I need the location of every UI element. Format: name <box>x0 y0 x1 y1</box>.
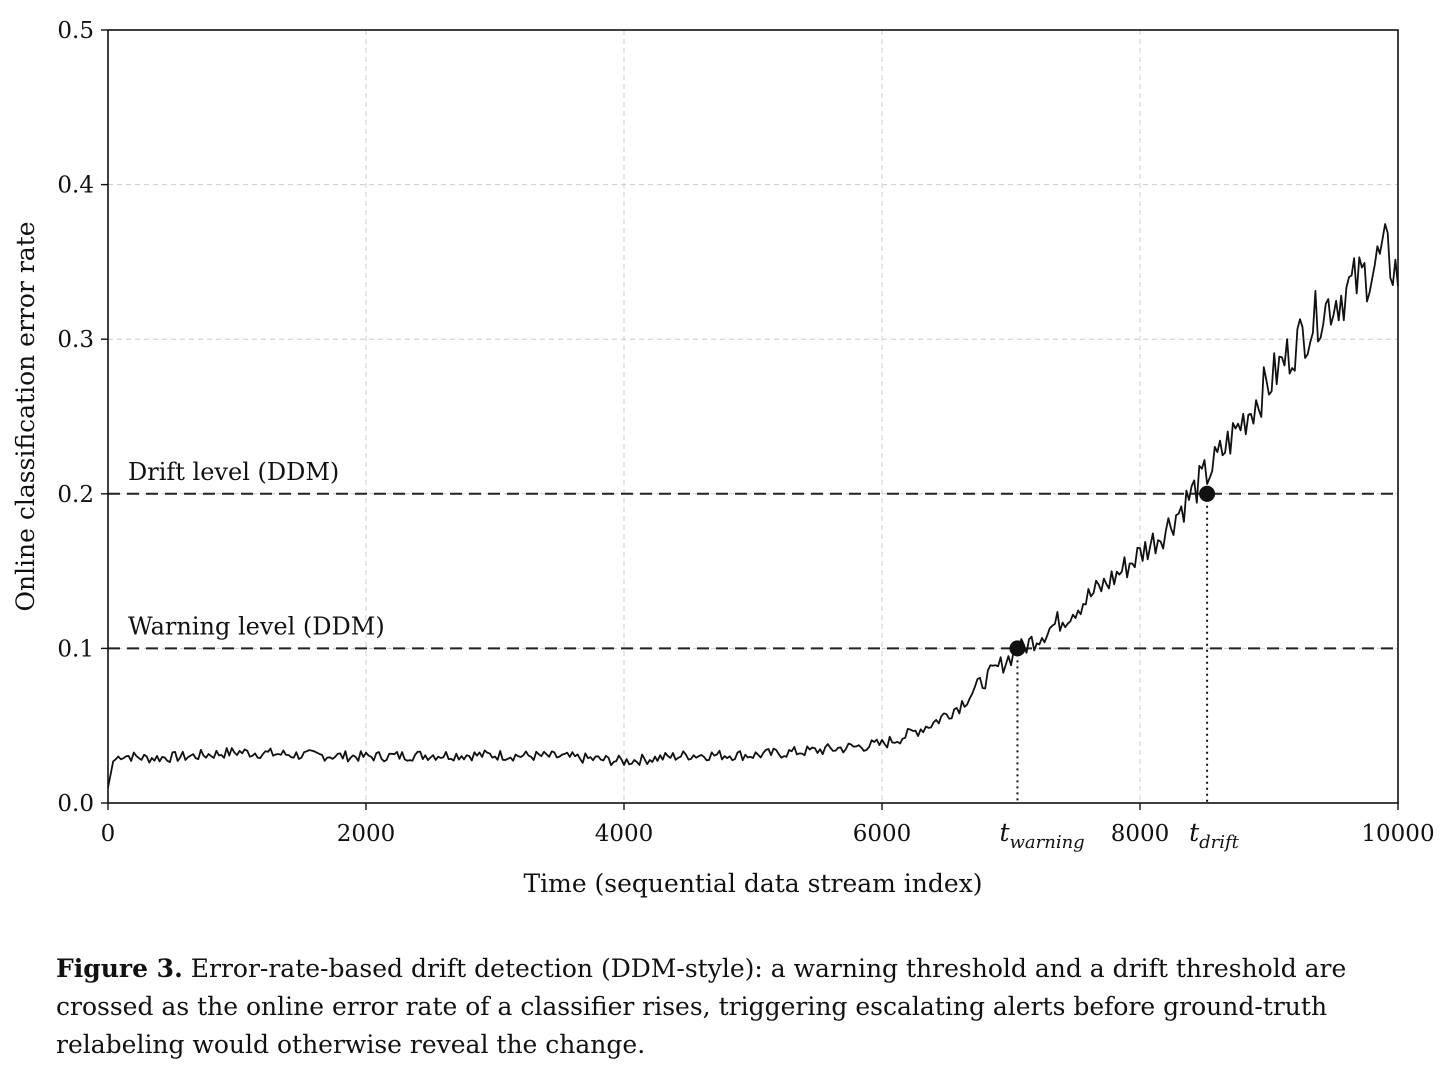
drift-detection-chart: Drift level (DDM) Warning level (DDM) twa… <box>11 18 1435 898</box>
y-tick-label: 0.0 <box>57 791 94 817</box>
threshold-label: Warning level (DDM) <box>128 612 385 640</box>
threshold-label: Drift level (DDM) <box>128 458 339 486</box>
x-axis-ticks: 0 2000 4000 6000 8000 10000 <box>101 803 1435 847</box>
caption-label: Figure 3. <box>56 954 183 983</box>
series-group <box>107 223 1399 788</box>
x-tick-label: 0 <box>101 821 116 847</box>
t_drift-label-subscript: drift <box>1199 832 1240 853</box>
threshold-lines: Drift level (DDM) Warning level (DDM) <box>108 458 1398 650</box>
x-tick-label: 2000 <box>337 821 396 847</box>
t_drift-point <box>1199 485 1216 502</box>
y-tick-label: 0.1 <box>57 636 94 662</box>
plot-frame <box>107 29 1399 804</box>
y-axis-ticks: 0.0 0.1 0.2 0.3 0.4 0.5 <box>57 18 108 817</box>
t_drift-label: tdrift <box>1189 818 1240 853</box>
t_warning-point <box>1009 640 1026 657</box>
y-tick-label: 0.3 <box>57 327 94 353</box>
t_warning-label: twarning <box>999 818 1084 853</box>
x-tick-label: 8000 <box>1111 821 1170 847</box>
t_warning-label-subscript: warning <box>1009 832 1084 853</box>
caption-text: Error-rate-based drift detection (DDM-st… <box>56 954 1347 1059</box>
y-tick-label: 0.2 <box>57 482 94 508</box>
error-rate-line <box>107 223 1399 788</box>
x-tick-label: 10000 <box>1361 821 1434 847</box>
y-tick-label: 0.5 <box>57 18 94 44</box>
y-axis-label: Online classification error rate <box>11 221 40 611</box>
x-axis-label: Time (sequential data stream index) <box>523 869 982 898</box>
x-tick-label: 4000 <box>595 821 654 847</box>
grid <box>108 30 1398 803</box>
figure-caption: Figure 3. Error-rate-based drift detecti… <box>56 950 1416 1064</box>
y-tick-label: 0.4 <box>57 173 94 199</box>
x-tick-label: 6000 <box>853 821 912 847</box>
markers-group: twarning tdrift <box>999 485 1240 853</box>
